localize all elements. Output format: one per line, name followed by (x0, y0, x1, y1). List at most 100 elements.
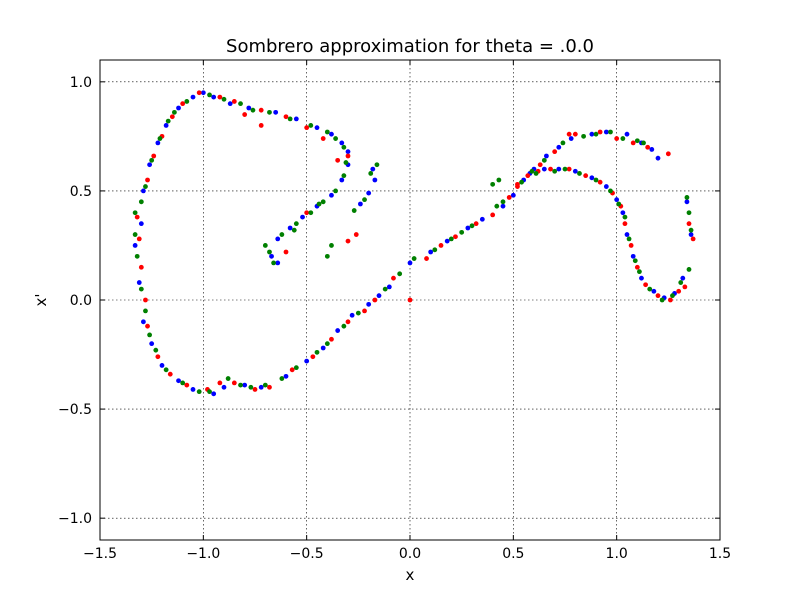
data-point (151, 153, 157, 159)
data-point (157, 136, 163, 141)
data-point (196, 389, 202, 395)
data-point (680, 275, 686, 281)
data-point (438, 243, 444, 248)
data-point (382, 286, 388, 292)
data-point (659, 297, 665, 303)
data-point (566, 131, 572, 137)
data-point (143, 297, 148, 303)
data-point (258, 107, 264, 113)
data-point (603, 129, 609, 135)
data-point (275, 260, 281, 266)
data-point (211, 94, 217, 100)
y-tick-label: 0.5 (70, 184, 92, 200)
data-point (500, 203, 506, 209)
data-point (149, 341, 155, 347)
data-point (525, 173, 531, 179)
data-point (190, 94, 196, 100)
data-point (676, 288, 682, 294)
data-point (572, 168, 578, 174)
data-point (593, 177, 599, 183)
data-point (190, 387, 196, 392)
data-point (614, 136, 620, 141)
data-point (668, 297, 673, 303)
data-point (248, 384, 254, 390)
data-point (688, 227, 694, 233)
data-point (184, 382, 190, 388)
x-tick-label: 0.5 (502, 546, 524, 562)
data-point (320, 345, 326, 351)
data-point (490, 212, 496, 218)
data-point (552, 149, 558, 155)
data-point (645, 144, 651, 150)
data-point (283, 249, 289, 255)
data-point (267, 384, 272, 390)
data-point (207, 92, 212, 98)
data-point (333, 188, 338, 194)
data-point (308, 123, 314, 128)
data-point (424, 256, 429, 261)
data-point (335, 328, 341, 333)
data-point (329, 131, 334, 137)
data-point (510, 192, 516, 198)
data-point (686, 221, 692, 227)
data-point (308, 210, 314, 216)
data-point (490, 181, 496, 187)
data-point (655, 293, 661, 299)
data-point (329, 336, 334, 342)
data-point (469, 223, 475, 229)
data-point (300, 214, 305, 220)
data-point (641, 140, 646, 146)
x-tick-label: −1.0 (186, 546, 220, 562)
data-point (362, 197, 367, 203)
data-point (374, 162, 380, 168)
data-point (324, 253, 330, 259)
data-point (684, 195, 690, 200)
data-point (639, 275, 644, 281)
data-point (242, 382, 248, 388)
tick-labels: −1.5 −1.0 −0.5 0.0 0.5 1.0 1.5 −1.0 −0.5 0.0 0.5 1.… (58, 75, 731, 562)
data-point (589, 175, 595, 181)
data-point (250, 107, 256, 113)
data-point (242, 112, 248, 117)
data-point (411, 256, 417, 261)
data-point (258, 123, 264, 128)
data-point (651, 288, 657, 294)
data-point (141, 188, 146, 194)
data-point (428, 249, 434, 255)
data-point (145, 177, 150, 183)
data-point (333, 136, 338, 141)
data-point (163, 367, 169, 373)
data-point (448, 236, 454, 242)
data-point (207, 389, 212, 395)
data-point (159, 363, 165, 368)
data-point (196, 90, 202, 96)
data-point (273, 109, 279, 115)
data-point (637, 269, 642, 275)
data-point (200, 90, 206, 96)
data-point (176, 378, 181, 384)
data-point (608, 188, 613, 194)
data-point (608, 129, 613, 135)
data-point (686, 210, 692, 216)
data-point (304, 210, 310, 216)
data-point (643, 282, 648, 288)
data-point (132, 210, 138, 216)
data-point (314, 349, 320, 355)
data-point (465, 225, 471, 231)
data-point (690, 236, 696, 242)
data-point (339, 140, 345, 146)
data-point (453, 234, 458, 240)
data-point (597, 179, 603, 185)
data-point (616, 201, 622, 207)
data-point (630, 140, 636, 146)
data-point (136, 280, 142, 285)
data-point (136, 236, 142, 242)
x-tick-label: −1.5 (83, 546, 117, 562)
data-point (269, 253, 274, 259)
data-point (684, 199, 690, 205)
y-tick-label: 1.0 (70, 75, 92, 91)
x-tick-label: −0.5 (290, 546, 324, 562)
data-point (665, 151, 671, 157)
axis-ticks (99, 60, 721, 540)
